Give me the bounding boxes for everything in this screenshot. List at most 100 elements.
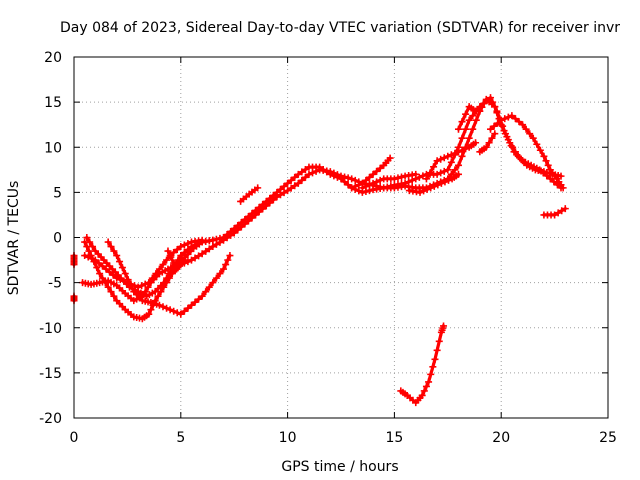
data-point-marker <box>301 173 309 181</box>
data-point-marker <box>429 363 437 371</box>
data-point-marker <box>431 355 439 363</box>
data-point-marker <box>191 298 199 306</box>
data-point-marker <box>504 113 512 121</box>
ticks <box>73 56 609 419</box>
data-point-marker <box>209 236 217 244</box>
data-point-marker <box>305 170 313 178</box>
data-point-marker <box>266 194 274 202</box>
data-point-marker <box>163 304 171 312</box>
data-point-marker <box>529 134 537 142</box>
data-point-marker <box>202 247 210 255</box>
data-point-marker <box>469 125 477 133</box>
series-track-6 <box>164 247 189 273</box>
data-point-marker <box>177 310 185 318</box>
data-point-marker <box>383 183 391 191</box>
data-point-marker <box>479 100 487 108</box>
data-point-marker <box>160 279 168 287</box>
data-point-marker <box>533 140 541 148</box>
data-point-marker <box>419 172 427 180</box>
data-point-marker <box>476 103 484 111</box>
series-track-18 <box>397 322 448 407</box>
data-point-marker <box>180 241 188 249</box>
data-point-marker <box>170 307 178 315</box>
data-point-marker <box>198 292 206 300</box>
data-point-marker <box>416 188 424 196</box>
data-point-marker <box>422 175 430 183</box>
data-point-marker <box>184 304 192 312</box>
data-point-marker <box>107 288 115 296</box>
data-point-marker <box>173 309 181 317</box>
data-point-marker <box>373 178 381 186</box>
x-tick-label: 10 <box>279 430 297 446</box>
data-point-marker <box>138 282 146 290</box>
data-point-marker <box>507 142 515 150</box>
data-point-marker <box>365 181 373 189</box>
data-point-marker <box>148 274 156 282</box>
data-point-marker <box>223 230 231 238</box>
data-point-marker <box>561 205 569 213</box>
data-point-marker <box>472 116 480 124</box>
data-point-marker <box>198 236 206 244</box>
data-point-marker <box>344 181 352 189</box>
data-point-marker <box>557 172 565 180</box>
data-point-marker <box>291 182 299 190</box>
data-point-marker <box>287 184 295 192</box>
y-tick-label: 20 <box>44 50 62 66</box>
data-point-marker <box>472 107 480 115</box>
data-point-marker <box>113 274 121 282</box>
series-track-9 <box>358 170 420 192</box>
data-point-marker <box>458 134 466 142</box>
data-point-marker <box>252 206 260 214</box>
y-tick-label: 15 <box>44 95 62 111</box>
data-point-marker <box>493 107 501 115</box>
data-point-marker <box>522 125 530 133</box>
data-point-marker <box>369 179 377 187</box>
data-point-marker <box>284 179 292 187</box>
data-point-marker <box>276 185 284 193</box>
data-point-marker <box>511 115 519 123</box>
data-point-marker <box>110 292 118 300</box>
data-point-marker <box>427 184 435 192</box>
data-point-marker <box>415 173 423 181</box>
data-point-marker <box>86 238 94 246</box>
data-point-marker <box>394 174 402 182</box>
data-point-marker <box>487 94 495 102</box>
series-track-10 <box>405 170 462 196</box>
data-point-marker <box>504 136 512 144</box>
data-point-marker <box>482 143 490 151</box>
data-point-marker <box>435 337 443 345</box>
data-point-marker <box>420 387 428 395</box>
data-point-marker <box>551 211 559 219</box>
data-point-marker <box>542 157 550 165</box>
data-point-marker <box>458 146 466 154</box>
data-point-marker <box>216 234 224 242</box>
data-point-marker <box>423 185 431 193</box>
data-point-marker <box>255 203 263 211</box>
data-point-marker <box>487 125 495 133</box>
x-tick-label: 25 <box>599 430 617 446</box>
data-point-marker <box>93 264 101 272</box>
data-point-marker <box>116 258 124 266</box>
y-tick-labels: -20 -15 -10 -5 0 5 10 15 20 <box>39 50 62 427</box>
data-point-marker <box>110 247 118 255</box>
data-point-marker <box>98 262 106 270</box>
data-point-marker <box>184 240 192 248</box>
data-point-marker <box>141 280 149 288</box>
data-point-marker <box>241 215 249 223</box>
data-point-marker <box>91 256 99 264</box>
data-point-marker <box>237 218 245 226</box>
data-point-marker <box>355 181 363 189</box>
data-point-marker <box>294 179 302 187</box>
data-point-marker <box>294 170 302 178</box>
data-point-marker <box>170 259 178 267</box>
data-point-marker <box>298 168 306 176</box>
data-point-marker <box>259 200 267 208</box>
x-tick-label: 5 <box>176 430 185 446</box>
data-point-marker <box>437 179 445 187</box>
data-point-marker <box>386 154 394 162</box>
data-point-marker <box>387 182 395 190</box>
data-point-marker <box>434 181 442 189</box>
data-point-marker <box>440 167 448 175</box>
data-point-marker <box>155 265 163 273</box>
data-point-marker <box>412 170 420 178</box>
